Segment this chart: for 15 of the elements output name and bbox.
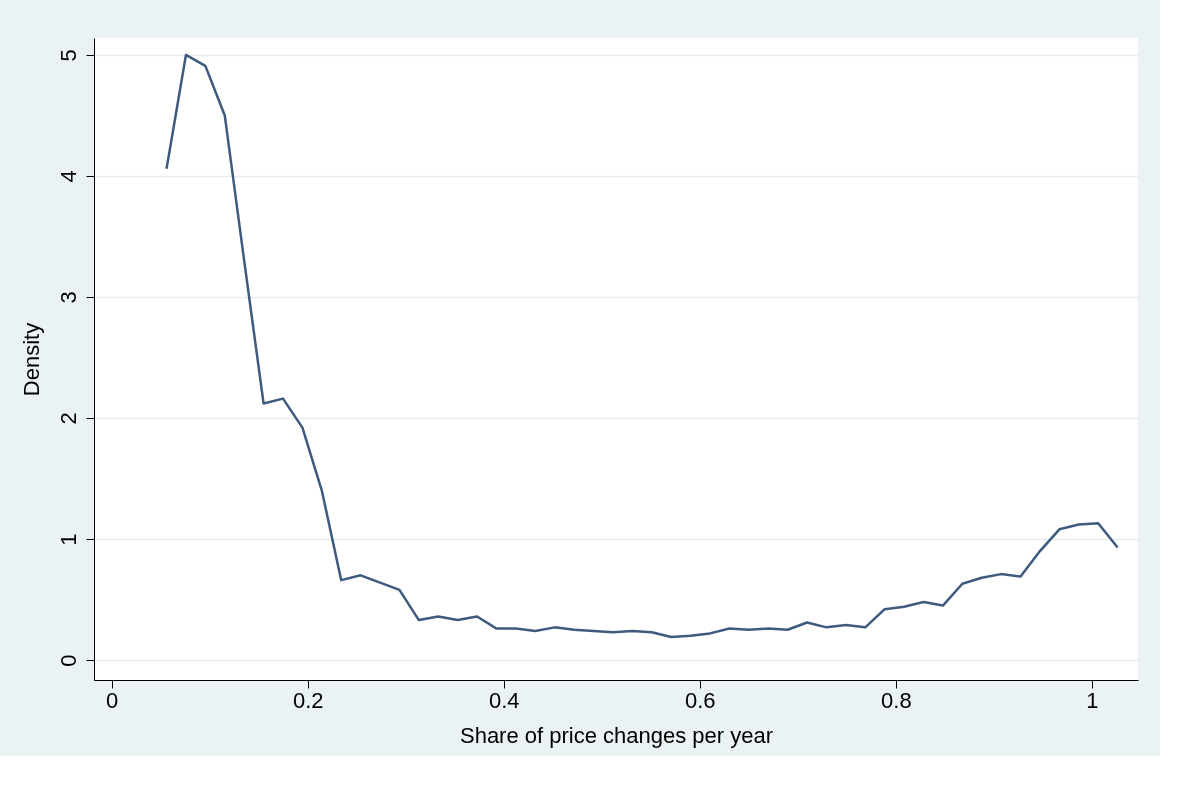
- x-tick-label: 0.8: [881, 687, 912, 713]
- y-tick-label: 4: [55, 170, 81, 183]
- x-tick-label: 0.6: [685, 687, 716, 713]
- x-tick-label: 0.4: [488, 687, 520, 713]
- y-tick-label: 1: [55, 533, 81, 546]
- y-tick-label: 3: [55, 291, 81, 304]
- y-tick-label: 0: [55, 654, 81, 667]
- x-tick-label: 0.2: [292, 687, 324, 713]
- y-tick-label: 2: [55, 412, 81, 425]
- x-axis-title: Share of price changes per year: [459, 722, 774, 748]
- y-axis-title: Density: [18, 322, 44, 397]
- x-tick-label: 0: [106, 687, 119, 713]
- line-series: [165, 53, 1119, 639]
- x-tick-label: 1: [1086, 687, 1099, 713]
- y-tick-label: 5: [55, 49, 81, 62]
